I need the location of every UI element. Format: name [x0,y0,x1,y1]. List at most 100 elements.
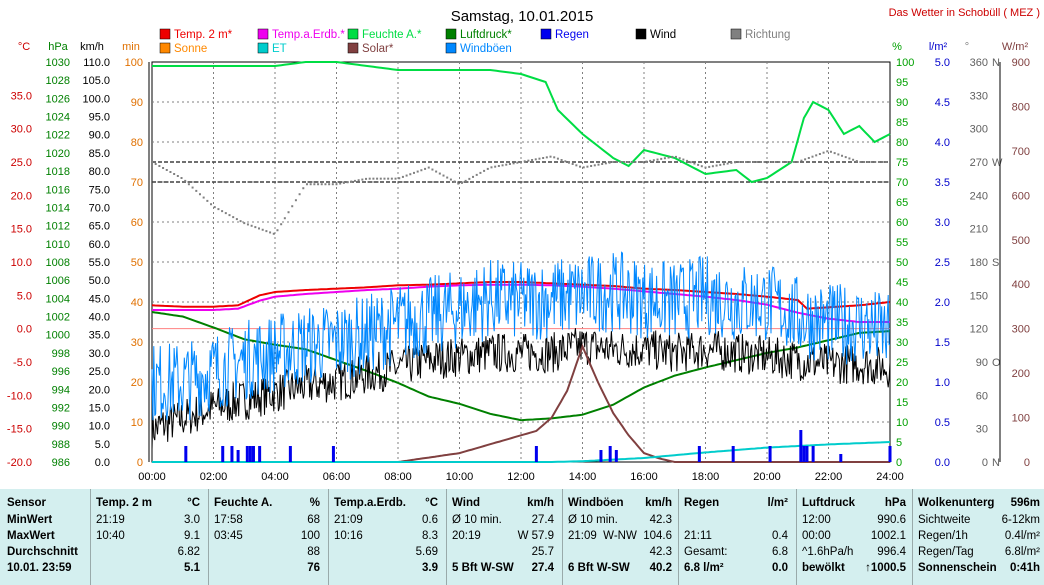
table-cell-label: 10.01. 23:59 [7,562,72,574]
time-tick-label: 12:00 [507,471,535,483]
pct-tick-label: 35 [896,317,908,329]
direction-point [176,175,179,177]
temp-tick-label: 10.0 [11,257,32,269]
dir-compass-label: W [992,157,1003,169]
kmh-tick-label: 40.0 [89,312,110,324]
direction-point [442,174,445,177]
table-cell-label: Feuchte A. [214,497,273,509]
direction-point [793,161,796,163]
direction-point [324,183,327,186]
direction-point [353,179,356,182]
series-line [152,283,890,323]
dir-compass-label: S [992,257,999,269]
direction-point [774,161,777,163]
table-cell-value: °C [187,497,200,509]
table-divider [796,489,797,585]
direction-point [863,161,866,163]
direction-point [427,166,430,169]
axis-unit-label: °C [18,41,30,53]
direction-point [449,178,452,181]
direction-point [346,181,349,184]
direction-point [612,161,615,163]
direction-point [597,163,600,166]
pct-tick-label: 25 [896,357,908,369]
table-cell-value: ↑1000.5 [865,562,906,574]
dir-tick-label: 360 [970,57,988,69]
direction-point [656,158,659,161]
table-divider [328,489,329,585]
direction-point [497,165,500,167]
table-cell-label: 6 Bft W-SW [568,562,630,574]
pct-tick-label: 55 [896,237,908,249]
wm2-tick-label: 300 [1012,324,1030,336]
direction-point [191,186,194,189]
direction-point [376,177,379,180]
table-divider [90,489,91,585]
kmh-tick-label: 20.0 [89,384,110,396]
direction-point [235,218,238,221]
direction-point [342,181,345,184]
table-divider [562,489,563,585]
direction-point [615,161,618,163]
hpa-tick-label: 994 [52,384,70,396]
direction-point [435,170,438,173]
axis-unit-label: ° [965,41,969,53]
kmh-tick-label: 65.0 [89,221,110,233]
direction-point [250,224,253,227]
direction-point [401,175,404,178]
direction-point [379,177,382,180]
direction-point [815,154,818,157]
kmh-tick-label: 55.0 [89,257,110,269]
direction-point [885,161,888,163]
direction-point [807,157,810,159]
direction-point [154,163,157,165]
direction-point [877,161,880,163]
table-cell-label: 03:45 [214,530,243,542]
direction-point [726,162,729,165]
legend-swatch [540,28,552,40]
kmh-tick-label: 110.0 [83,57,110,69]
min-tick-label: 30 [131,337,143,349]
rain-bar [236,450,240,462]
min-tick-label: 90 [131,97,143,109]
hpa-tick-label: 1030 [46,57,70,69]
kmh-tick-label: 30.0 [89,348,110,360]
direction-point [368,177,371,180]
rain-bar [230,446,234,462]
direction-point [412,171,415,174]
direction-point [479,171,482,174]
table-cell-label: 17:58 [214,514,243,526]
direction-point [829,150,832,153]
table-cell-label: Temp. 2 m [96,497,153,509]
pct-tick-label: 85 [896,117,908,129]
direction-point [261,228,264,231]
legend-swatch [347,28,359,40]
hpa-tick-label: 1014 [46,202,70,214]
hpa-tick-label: 1024 [46,112,70,124]
direction-point [228,214,231,217]
direction-point [781,161,784,163]
direction-point [232,216,235,219]
table-cell-value: 5.1 [184,562,200,574]
table-cell-label: ^1.6hPa/h [802,546,854,558]
hpa-tick-label: 1028 [46,75,70,87]
direction-point [630,161,633,163]
min-tick-label: 10 [131,417,143,429]
direction-point [759,161,762,163]
time-tick-label: 20:00 [753,471,781,483]
legend-swatch [730,28,742,40]
table-cell-value: 5.69 [415,546,438,558]
pct-tick-label: 70 [896,177,908,189]
dir-compass-label: N [992,457,1000,469]
table-cell-value: 990.6 [877,514,906,526]
dir-tick-label: 210 [970,224,988,236]
weather-chart: Samstag, 10.01.2015 Das Wetter in Schobül… [7,7,1040,483]
wm2-tick-label: 600 [1012,190,1030,202]
table-cell-label: 20:19 [452,530,481,542]
rain-tick-label: 1.5 [935,337,950,349]
table-cell-label: Sensor [7,497,46,509]
direction-point [438,172,441,175]
direction-point [722,163,725,166]
legend-label: Windböen [460,43,512,55]
kmh-tick-label: 80.0 [89,166,110,178]
